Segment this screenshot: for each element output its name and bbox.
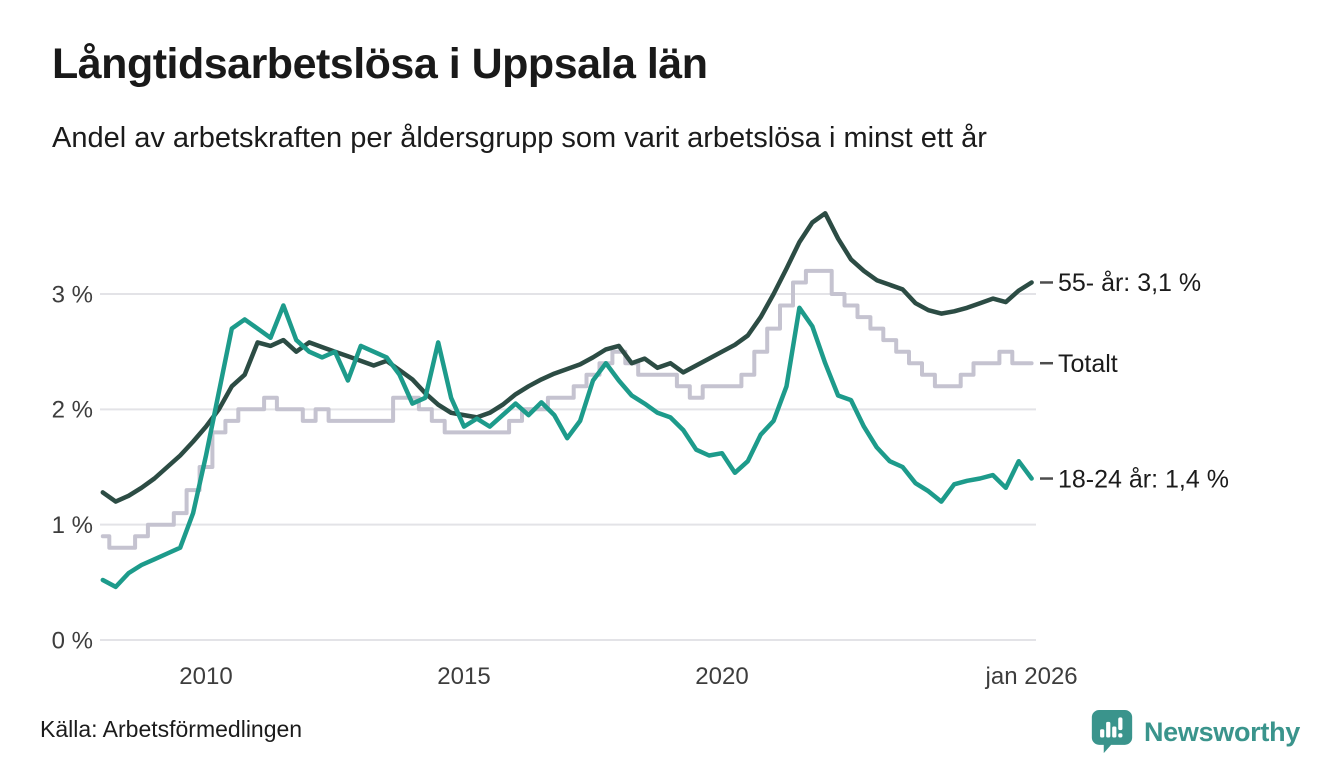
x-axis-label-jan-2026: jan 2026 [985,663,1078,690]
bar-chart-bar-mid-icon [1112,726,1117,738]
series-end-label-totalt: Totalt [1058,350,1118,378]
series-end-label-55-r: 55- år: 3,1 % [1058,269,1201,297]
y-axis-label-3pct: 3 % [52,281,93,308]
y-axis-label-2pct: 2 % [52,397,93,424]
x-axis-label-2010: 2010 [179,663,232,690]
bar-chart-bar-small-icon [1100,729,1105,738]
exclamation-dot-icon [1118,733,1123,738]
newsworthy-logo: Newsworthy [1090,706,1300,758]
newsworthy-logo-icon [1091,710,1133,754]
y-axis-label-0pct: 0 % [52,627,93,654]
page-subtitle: Andel av arbetskraften per åldersgrupp s… [52,122,987,154]
page-title: Långtidsarbetslösa i Uppsala län [52,40,708,88]
x-axis-label-2020: 2020 [695,663,748,690]
series-end-label-18-24-r: 18-24 år: 1,4 % [1058,465,1229,493]
x-axis-label-2015: 2015 [437,663,490,690]
newsworthy-wordmark: Newsworthy [1143,716,1300,747]
series-line-18-24-r [100,303,1034,590]
source-note: Källa: Arbetsförmedlingen [40,716,303,742]
series-line-55-r [100,211,1034,504]
series-line-totalt [100,268,1034,550]
bar-chart-bar-tall-icon [1106,721,1111,738]
speech-bubble-shape [1091,710,1133,754]
y-axis-label-1pct: 1 % [52,512,93,539]
exclamation-mark-icon [1118,717,1123,731]
